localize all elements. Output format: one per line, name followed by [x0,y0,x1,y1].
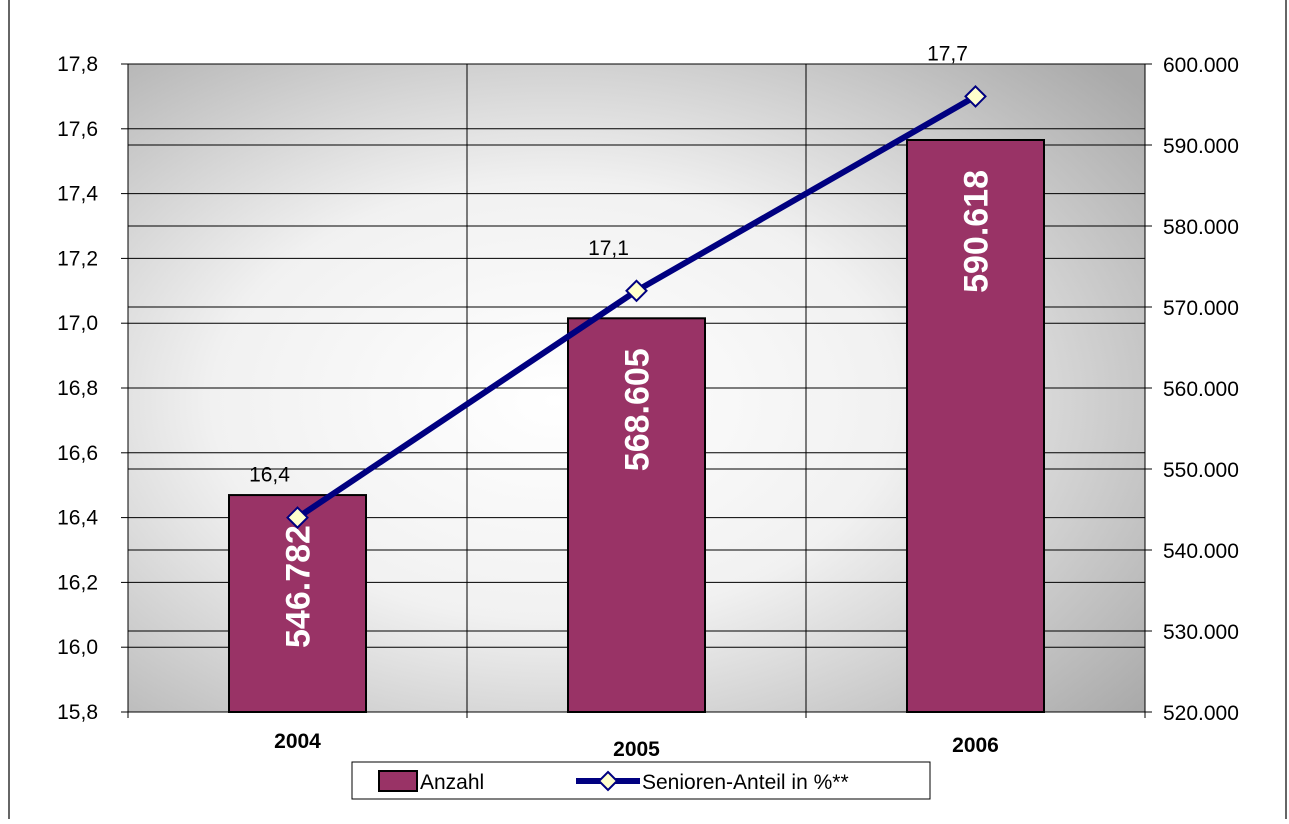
bar-2004 [228,494,367,713]
legend-swatch-anzahl [378,770,418,792]
right-axis-tick-label-4: 560.000 [1163,378,1239,401]
left-axis-tick-label-9: 17,6 [57,118,98,141]
left-axis-tick-label-0: 15,8 [57,701,98,724]
right-axis-tick-label-3: 550.000 [1163,459,1239,482]
left-axis-tick-label-7: 17,2 [57,247,98,270]
right-axis-tick-label-2: 540.000 [1163,540,1239,563]
x-axis-label-2005: 2005 [613,738,660,761]
x-axis-label-2004: 2004 [274,730,321,753]
bar-data-label-2006: 590.618 [958,170,996,293]
left-axis-tick-label-10: 17,8 [57,53,98,76]
right-axis-tick-label-5: 570.000 [1163,297,1239,320]
bar-2005 [567,317,706,713]
legend-label-senioren-anteil: Senioren-Anteil in %** [642,771,849,794]
line-marker-2006 [964,84,987,108]
left-axis-tick-label-3: 16,4 [57,507,98,530]
bar-2006 [906,138,1045,713]
line-data-label-2005: 17,1 [588,237,629,260]
bar-data-label-2004: 546.782 [280,525,318,648]
left-axis-tick-label-4: 16,6 [57,442,98,465]
right-axis-tick-label-8: 600.000 [1163,54,1239,77]
line-data-label-2004: 16,4 [249,464,290,487]
right-axis-tick-label-0: 520.000 [1163,702,1239,725]
left-axis-tick-label-8: 17,4 [57,183,98,206]
line-data-label-2006: 17,7 [927,42,968,65]
legend-label-anzahl: Anzahl [420,771,484,794]
left-axis-tick-label-5: 16,8 [57,377,98,400]
bar-data-label-2005: 568.605 [619,348,657,471]
legend-box [351,761,931,800]
line-marker-2004 [286,506,309,530]
right-axis-tick-label-1: 530.000 [1163,621,1239,644]
right-axis-tick-label-6: 580.000 [1163,216,1239,239]
legend-marker-senioren-anteil [597,770,619,792]
left-axis-tick-label-2: 16,2 [57,571,98,594]
left-axis-tick-label-1: 16,0 [57,636,98,659]
line-marker-2005 [625,279,648,303]
right-axis-tick-label-7: 590.000 [1163,135,1239,158]
x-axis-label-2006: 2006 [952,734,999,757]
left-axis-tick-label-6: 17,0 [57,312,98,335]
chart-area-border [8,0,1287,824]
